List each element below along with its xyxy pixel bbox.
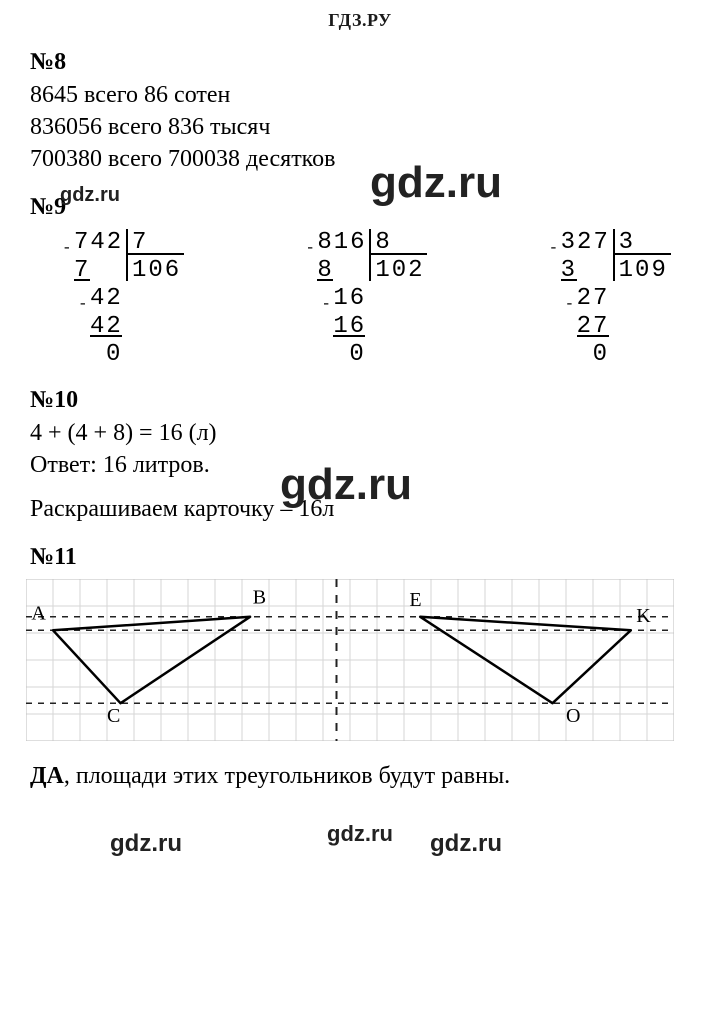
page: ГДЗ.РУ №8 8645 всего 86 сотен 836056 все… xyxy=(0,0,720,1017)
svg-text:K: K xyxy=(636,605,651,627)
svg-text:E: E xyxy=(409,589,421,611)
task9-heading: №9 xyxy=(30,194,690,221)
task8-line-3: 700380 всего 700038 десятков xyxy=(30,144,690,174)
svg-text:C: C xyxy=(107,705,120,727)
task11-heading: №11 xyxy=(30,544,690,571)
svg-text:B: B xyxy=(253,586,266,608)
task11-conclusion: ДА, площади этих треугольников будут рав… xyxy=(30,761,690,791)
task8-line-1: 8645 всего 86 сотен xyxy=(30,80,690,110)
task10-heading: №10 xyxy=(30,387,690,414)
site-header: ГДЗ.РУ xyxy=(30,10,690,31)
geometry-svg: A B C E K O xyxy=(26,579,674,741)
geometry-figure: A B C E K O xyxy=(26,579,686,749)
footer-watermark: gdz.ru xyxy=(30,821,690,847)
task10-expr: 4 + (4 + 8) = 16 (л) xyxy=(30,418,690,448)
task11-conclusion-rest: , площади этих треугольников будут равны… xyxy=(64,763,510,789)
task8-heading: №8 xyxy=(30,49,690,76)
task11-conclusion-bold: ДА xyxy=(30,763,64,789)
svg-text:O: O xyxy=(566,705,580,727)
long-division: 3273109-327-270 xyxy=(547,229,690,373)
long-division-row: 7427106-742-420 8168102-816-160 3273109-32… xyxy=(60,229,690,373)
long-division: 8168102-816-160 xyxy=(303,229,446,373)
long-division: 7427106-742-420 xyxy=(60,229,203,373)
svg-text:A: A xyxy=(31,603,46,625)
task10-answer: Ответ: 16 литров. xyxy=(30,450,690,480)
task8-line-2: 836056 всего 836 тысяч xyxy=(30,112,690,142)
task10-note: Раскрашиваем карточку – 16л xyxy=(30,494,690,524)
